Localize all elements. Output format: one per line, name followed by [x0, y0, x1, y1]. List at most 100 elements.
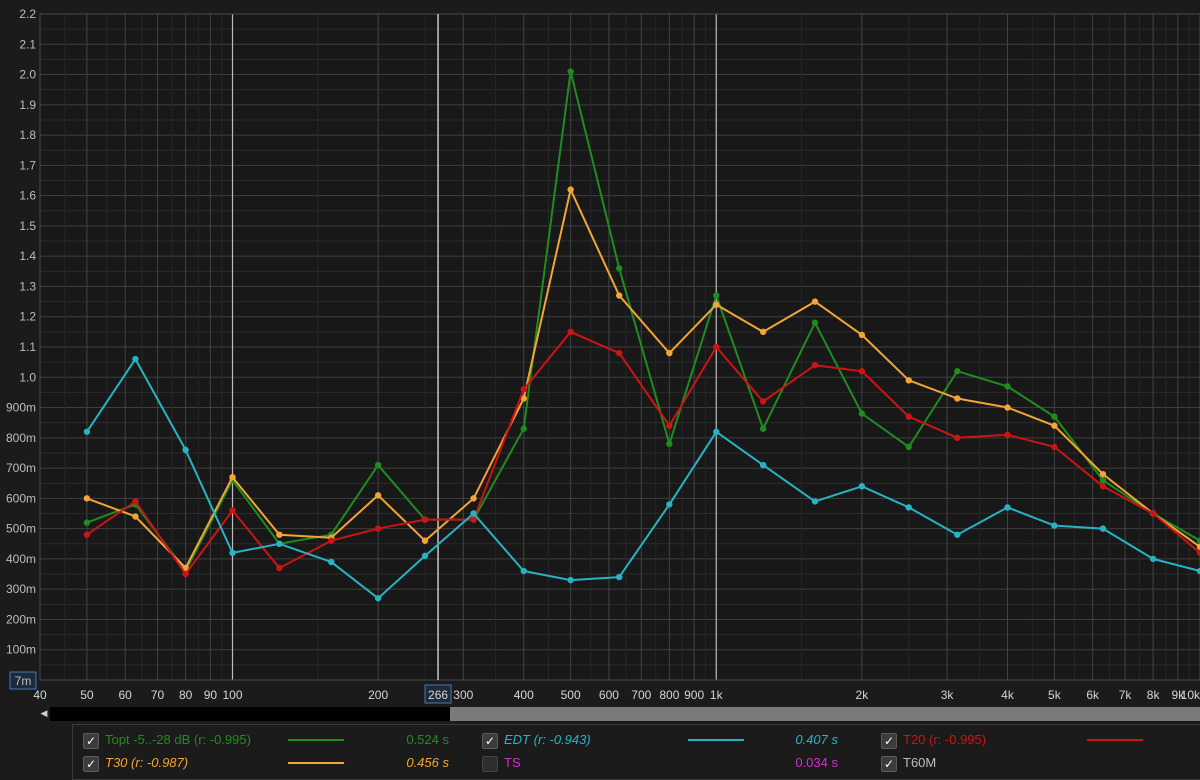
series-point-2: [182, 570, 189, 578]
legend-panel: ✓ Topt -5..-28 dB (r: -0.995) 0.524 s ✓ …: [72, 724, 1200, 780]
y-tick-label: 1.3: [19, 279, 36, 293]
y-tick-label: 1.9: [19, 98, 36, 112]
x-tick-label: 7k: [1119, 688, 1133, 702]
x-tick-label: 4k: [1001, 688, 1015, 702]
series-point-3: [83, 428, 91, 435]
y-readout-box: [9, 671, 37, 690]
series-point-2: [1099, 483, 1107, 490]
checkbox-topt[interactable]: ✓: [83, 733, 99, 749]
legend-label-ts: TS: [504, 755, 521, 770]
series-point-0: [858, 410, 866, 417]
series-line-0: [86, 70, 1200, 572]
scroll-track[interactable]: [50, 707, 1200, 721]
x-tick-label: 1k: [710, 688, 724, 702]
series-point-3: [954, 531, 961, 538]
x-tick-label: 5k: [1048, 688, 1062, 702]
series-point-0: [954, 368, 961, 375]
scroll-left-arrow-icon[interactable]: ◀: [40, 708, 48, 718]
y-tick-label: 1.7: [19, 158, 36, 172]
plot-frame: [39, 13, 1200, 681]
series-point-0: [905, 443, 912, 451]
chart-svg[interactable]: 100m 200m 300m 400m 500m 600m 700m 800m 900m 1.0 1…: [0, 0, 1200, 704]
x-tick-label: 2k: [856, 688, 870, 702]
legend-item-t30[interactable]: ✓ T30 (r: -0.987) 0.456 s: [83, 755, 473, 778]
series-point-1: [666, 349, 673, 357]
legend-item-edt[interactable]: ✓ EDT (r: -0.943) 0.407 s: [482, 732, 872, 755]
series-point-1: [470, 495, 477, 502]
y-tick-label: 1.0: [19, 370, 36, 384]
series-point-2: [1051, 443, 1058, 451]
series-point-0: [1004, 383, 1011, 390]
series-point-1: [858, 331, 866, 339]
legend-value-t30: 0.456 s: [406, 755, 449, 770]
scroll-thumb[interactable]: [50, 707, 450, 721]
checkbox-t60m[interactable]: ✓: [881, 756, 897, 772]
series-point-1: [421, 537, 429, 544]
series-point-0: [1051, 413, 1058, 420]
series-point-1: [229, 473, 236, 481]
legend-swatch-t30: [288, 762, 344, 764]
legend-item-topt[interactable]: ✓ Topt -5..-28 dB (r: -0.995) 0.524 s: [83, 732, 473, 755]
series-point-1: [276, 531, 283, 538]
series-point-1: [83, 495, 91, 502]
x-tick-label: 3k: [941, 688, 955, 702]
x-tick-label: 9k: [1172, 688, 1186, 702]
series-point-2: [470, 516, 477, 523]
y-tick-label: 200m: [6, 612, 36, 626]
checkbox-t30[interactable]: ✓: [83, 756, 99, 772]
horizontal-scrollbar[interactable]: ◀: [0, 704, 1200, 722]
legend-label-topt: Topt -5..-28 dB (r: -0.995): [105, 732, 251, 747]
x-tick-label: 300: [453, 688, 473, 702]
series-point-2: [713, 343, 720, 351]
series-point-2: [229, 507, 236, 514]
decay-time-plot[interactable]: 100m 200m 300m 400m 500m 600m 700m 800m 900m 1.0 1…: [0, 0, 1200, 704]
x-tick-label: 6k: [1086, 688, 1100, 702]
x-tick-label: 90: [204, 688, 218, 702]
series-point-0: [520, 425, 527, 432]
y-tick-label: 800m: [6, 431, 36, 445]
x-tick-label: 800: [659, 688, 679, 702]
series-point-2: [1196, 549, 1200, 557]
series-point-1: [1099, 470, 1107, 478]
series-point-2: [858, 368, 866, 375]
series-point-1: [905, 377, 912, 384]
legend-value-ts: 0.034 s: [795, 755, 838, 770]
legend-label-t60m: T60M: [903, 755, 937, 770]
legend-item-t20[interactable]: ✓ T20 (r: -0.995): [881, 732, 1200, 755]
y-tick-label: 300m: [6, 582, 36, 596]
series-point-0: [811, 319, 819, 326]
series-point-1: [132, 513, 139, 520]
legend-item-ts[interactable]: TS 0.034 s: [482, 755, 872, 778]
checkbox-t20[interactable]: ✓: [881, 733, 897, 749]
series-point-0: [615, 265, 623, 272]
series-point-2: [276, 564, 283, 572]
series-point-3: [520, 567, 527, 575]
y-tick-label: 400m: [6, 552, 36, 566]
series-point-3: [421, 552, 429, 560]
series-point-3: [470, 510, 477, 517]
series-point-3: [1149, 555, 1157, 563]
series-point-2: [520, 386, 527, 393]
series-point-3: [759, 461, 767, 469]
series-point-0: [83, 519, 91, 526]
series-point-3: [182, 446, 189, 454]
series-point-1: [811, 298, 819, 305]
legend-swatch-edt: [688, 739, 744, 741]
series-point-3: [132, 355, 139, 363]
series-point-2: [421, 516, 429, 523]
series-point-1: [713, 301, 720, 308]
series-point-3: [811, 498, 819, 505]
series-point-1: [182, 564, 189, 572]
legend-item-t60m[interactable]: ✓ T60M: [881, 755, 1200, 778]
y-tick-label: 1.2: [19, 310, 36, 324]
checkbox-ts[interactable]: [482, 756, 498, 772]
x-tick-label: 80: [179, 688, 193, 702]
series-point-3: [1004, 504, 1011, 511]
x-tick-label: 8k: [1147, 688, 1161, 702]
checkbox-edt[interactable]: ✓: [482, 733, 498, 749]
y-tick-label: 1.1: [19, 340, 36, 354]
legend-label-edt: EDT (r: -0.943): [504, 732, 591, 747]
y-tick-label: 600m: [6, 491, 36, 505]
series-point-2: [905, 413, 912, 420]
